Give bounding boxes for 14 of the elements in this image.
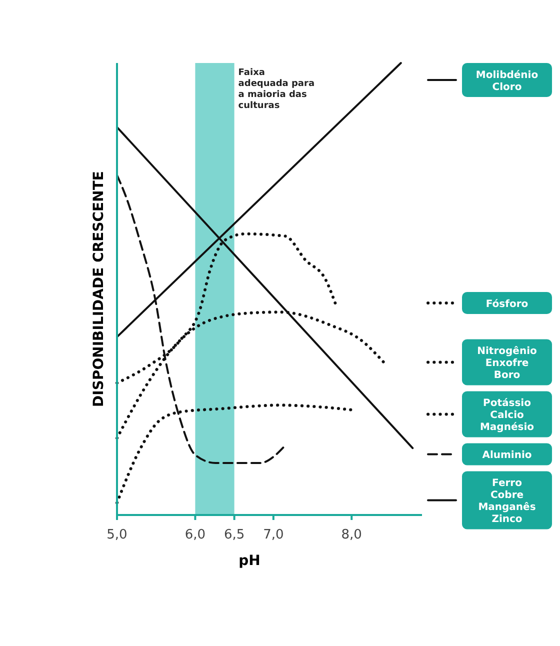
x-tick-label: 7,0 xyxy=(263,528,284,543)
x-tick-label: 6,0 xyxy=(184,528,206,543)
text: Ferro Cobre Manganês Zinco xyxy=(478,478,536,526)
legend-label: Molibdénio Cloro xyxy=(476,70,538,93)
x-axis-title: pH xyxy=(238,553,260,569)
x-tick-label: 8,0 xyxy=(341,528,362,543)
text: Aluminio xyxy=(482,450,532,462)
x-tick-label: 5,0 xyxy=(106,528,128,543)
text: Fósforo xyxy=(486,299,528,310)
band-label: Faixa adequada para a maioria das culturas xyxy=(238,68,315,111)
legend-label: Nitrogênio Enxofre Boro xyxy=(477,346,537,382)
legend-label: Potássio Calcio Magnésio xyxy=(480,398,534,434)
y-axis-title: DISPONIBILIDADE CRESCENTE xyxy=(91,171,107,407)
x-tick-label: 6,5 xyxy=(224,528,245,543)
